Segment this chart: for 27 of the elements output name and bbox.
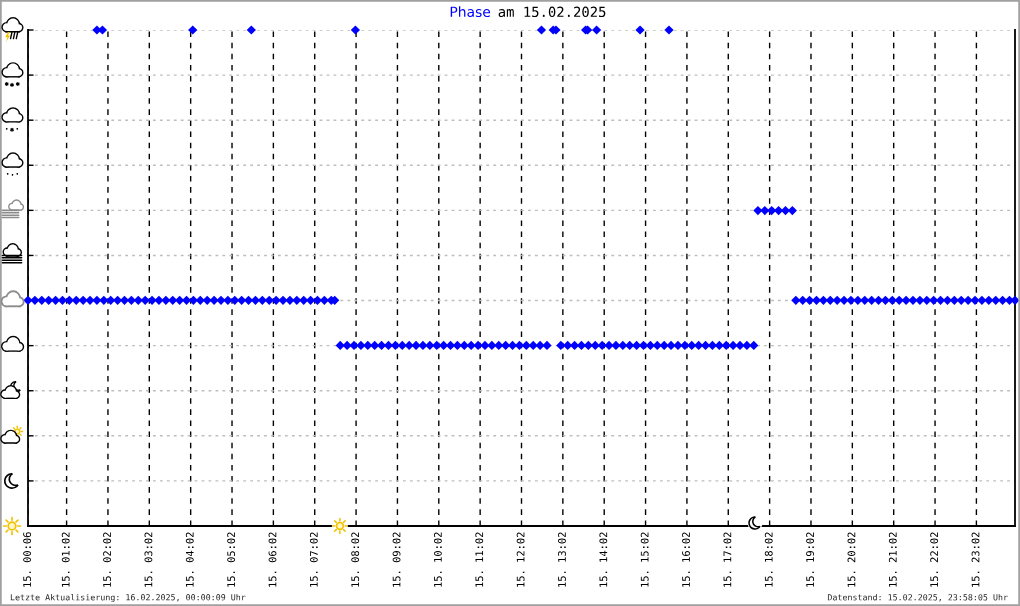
x-tick-label: 15. 01:02 [61, 532, 70, 587]
x-tick-label: 15. 13:02 [558, 532, 566, 587]
x-tick-label: 15. 11:02 [475, 532, 484, 587]
x-tick-label: 15. 02:02 [103, 532, 111, 587]
x-tick-label: 15. 15:02 [640, 532, 649, 587]
text: Datenstand: 15.02.2025, 23:58:05 Uhr [827, 593, 1008, 602]
x-tick-label: 15. 00:06 [23, 532, 32, 587]
x-tick-label: 15. 23:02 [971, 532, 980, 587]
x-tick-label: 15. 06:02 [268, 532, 277, 587]
x-tick-label: 15. 09:02 [392, 532, 401, 587]
x-tick-label: 15. 18:02 [764, 532, 773, 587]
x-tick-label: 15. 12:02 [516, 532, 525, 587]
x-tick-label: 15. 10:02 [433, 532, 442, 587]
x-tick-label: 15. 21:02 [888, 532, 897, 587]
x-tick-label: 15. 19:02 [806, 532, 815, 587]
x-tick-label: 15. 08:02 [351, 532, 360, 587]
x-tick-label: 15. 03:02 [144, 532, 153, 587]
x-tick-label: 15. 17:02 [723, 532, 732, 587]
x-tick-label: 15. 05:02 [227, 532, 236, 587]
x-tick-label: 15. 20:02 [847, 532, 856, 587]
chart-title: Phase am 15.02.2025 [450, 6, 606, 18]
x-tick-label: 15. 14:02 [599, 532, 608, 587]
x-tick-label: 15. 04:02 [185, 532, 194, 587]
x-tick-label: 15. 07:02 [309, 532, 318, 587]
x-tick-label: 15. 16:02 [682, 532, 690, 587]
text: Letzte Aktualisierung: 16.02.2025, 00:00:09 Uhr [10, 593, 246, 603]
x-tick-label: 15. 22:02 [930, 532, 939, 587]
